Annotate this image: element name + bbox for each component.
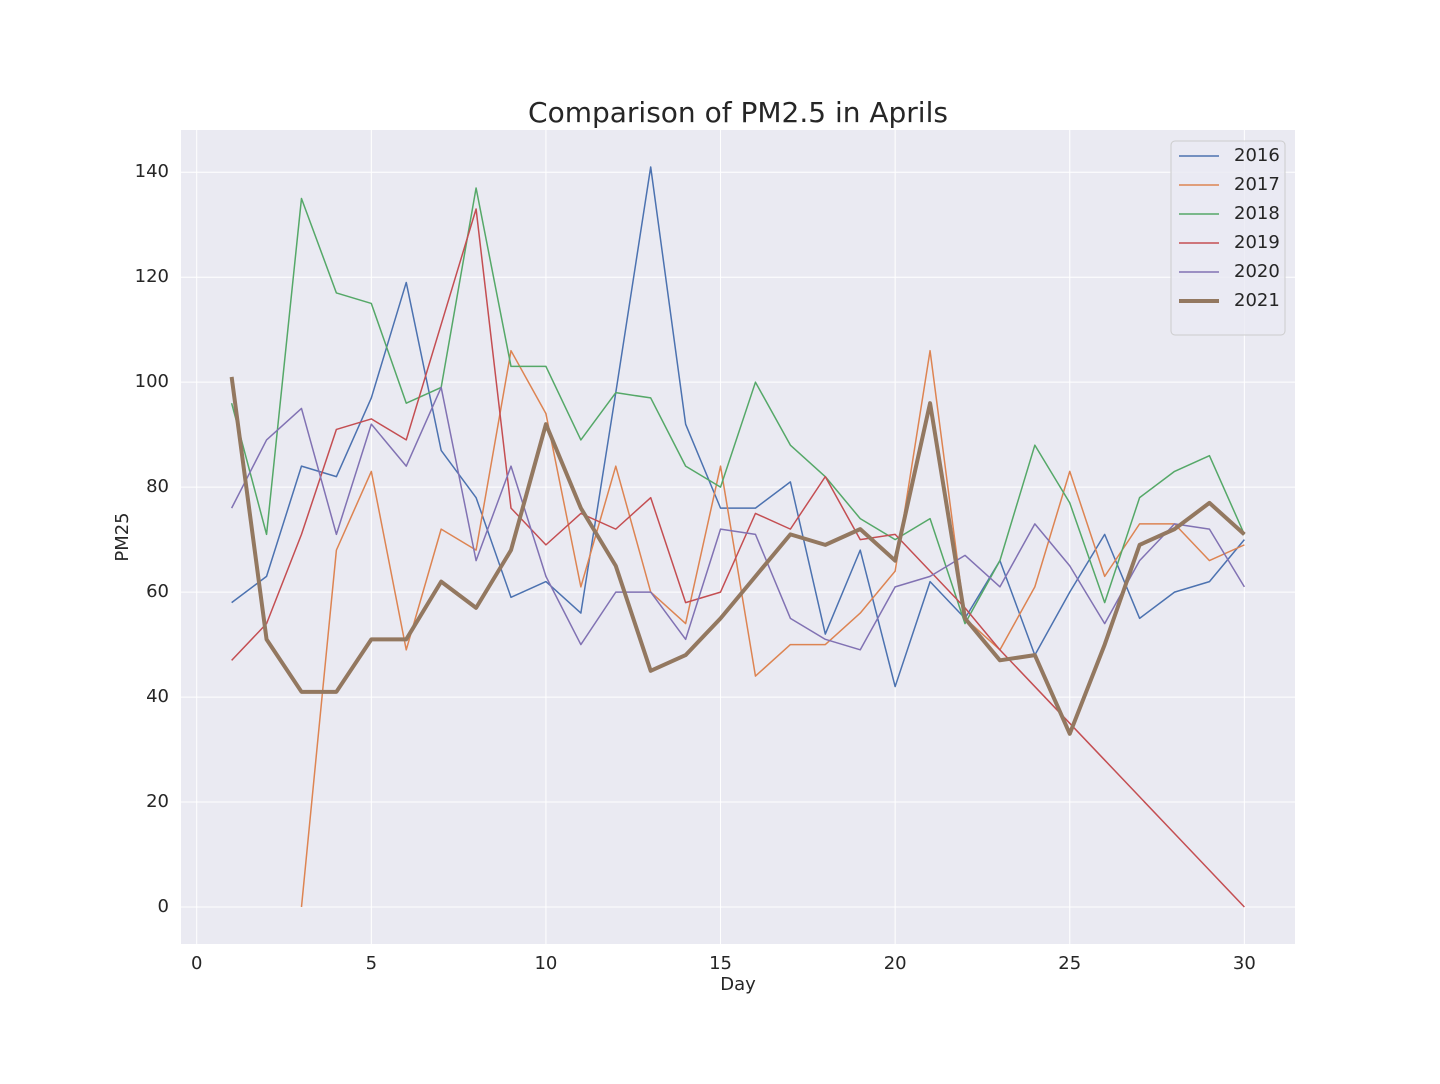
y-axis-label: PM25: [112, 512, 133, 561]
x-tick-label: 25: [1058, 953, 1081, 974]
x-tick-label: 15: [709, 953, 732, 974]
x-tick-label: 20: [884, 953, 907, 974]
legend: 2016 2017 2018 2019 2020 2021: [1170, 140, 1286, 336]
x-tick-label: 0: [191, 953, 202, 974]
legend-label: 2017: [1234, 174, 1280, 195]
series-line: [231, 166, 1245, 688]
series-line: [230, 187, 1246, 625]
y-tick-label: 140: [135, 161, 169, 182]
y-tick-label: 60: [146, 581, 169, 602]
legend-frame: [1170, 140, 1286, 336]
y-tick-label: 120: [135, 266, 169, 287]
legend-label: 2020: [1234, 261, 1280, 282]
series-line: [229, 376, 1246, 736]
y-tick-label: 20: [146, 791, 169, 812]
series-line: [230, 386, 1246, 651]
x-axis-label: Day: [720, 974, 756, 995]
series-line: [231, 208, 1245, 908]
chart-title: Comparison of PM2.5 in Aprils: [528, 96, 948, 129]
y-tick-label: 0: [158, 896, 169, 917]
legend-label: 2016: [1234, 145, 1280, 166]
plot-background: [181, 130, 1295, 944]
legend-label: 2021: [1234, 290, 1280, 311]
y-tick-label: 100: [135, 371, 169, 392]
series-line: [300, 349, 1245, 908]
y-tick-label: 80: [146, 476, 169, 497]
legend-label: 2018: [1234, 203, 1280, 224]
x-tick-label: 30: [1233, 953, 1256, 974]
y-tick-label: 40: [146, 686, 169, 707]
legend-label: 2019: [1234, 232, 1280, 253]
x-tick-label: 10: [534, 953, 557, 974]
x-tick-label: 5: [366, 953, 377, 974]
